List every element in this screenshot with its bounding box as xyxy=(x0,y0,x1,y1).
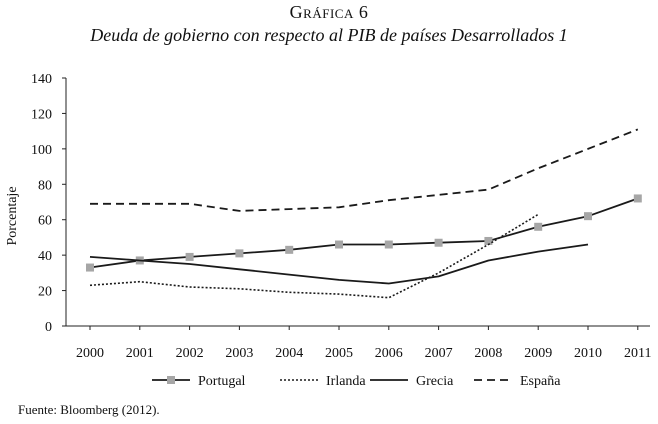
chart-title: Deuda de gobierno con respecto al PIB de… xyxy=(90,25,568,45)
x-tick-label: 2006 xyxy=(375,346,403,361)
y-tick-label: 20 xyxy=(38,285,52,300)
series-line-irlanda xyxy=(89,213,539,299)
series-line-portugal xyxy=(89,197,639,269)
data-point-portugal xyxy=(86,263,94,272)
x-tick-label: 2000 xyxy=(76,346,104,361)
data-point-portugal xyxy=(384,240,393,249)
data-point-portugal xyxy=(285,245,294,254)
series-line-españa xyxy=(90,128,639,212)
x-tick-label: 2008 xyxy=(474,346,502,361)
legend-label-grecia: Grecia xyxy=(416,374,454,389)
legend-label-irlanda: Irlanda xyxy=(326,374,366,389)
legend-marker-portugal xyxy=(167,376,175,384)
y-tick-label: 140 xyxy=(31,72,52,87)
legend-label-españa: España xyxy=(520,374,561,389)
x-tick-label: 2003 xyxy=(225,346,253,361)
x-tick-label: 2011 xyxy=(624,346,651,361)
data-point-portugal xyxy=(434,238,443,247)
x-tick-label: 2007 xyxy=(425,346,453,361)
legend-label-portugal: Portugal xyxy=(198,374,246,389)
y-tick-label: 100 xyxy=(31,143,52,158)
y-tick-label: 80 xyxy=(38,178,52,193)
data-point-portugal xyxy=(484,236,493,245)
y-axis-label: Porcentaje xyxy=(5,186,20,245)
data-point-portugal xyxy=(633,194,642,203)
y-tick-label: 60 xyxy=(38,214,52,229)
y-tick-label: 120 xyxy=(31,107,52,122)
x-tick-label: 2002 xyxy=(176,346,204,361)
series-line-grecia xyxy=(89,243,589,285)
source-note: Fuente: Bloomberg (2012). xyxy=(18,402,160,417)
x-tick-label: 2001 xyxy=(126,346,154,361)
x-tick-label: 2010 xyxy=(574,346,602,361)
y-tick-label: 40 xyxy=(38,249,52,264)
data-point-portugal xyxy=(185,252,194,261)
figure-label: Gráfica 6 xyxy=(289,2,369,22)
data-point-portugal xyxy=(534,222,543,231)
data-point-portugal xyxy=(584,212,592,221)
x-tick-label: 2005 xyxy=(325,346,353,361)
x-tick-label: 2004 xyxy=(275,346,303,361)
y-tick-label: 0 xyxy=(45,320,52,335)
data-point-portugal xyxy=(335,240,343,249)
x-tick-label: 2009 xyxy=(524,346,552,361)
data-point-portugal xyxy=(235,249,244,258)
